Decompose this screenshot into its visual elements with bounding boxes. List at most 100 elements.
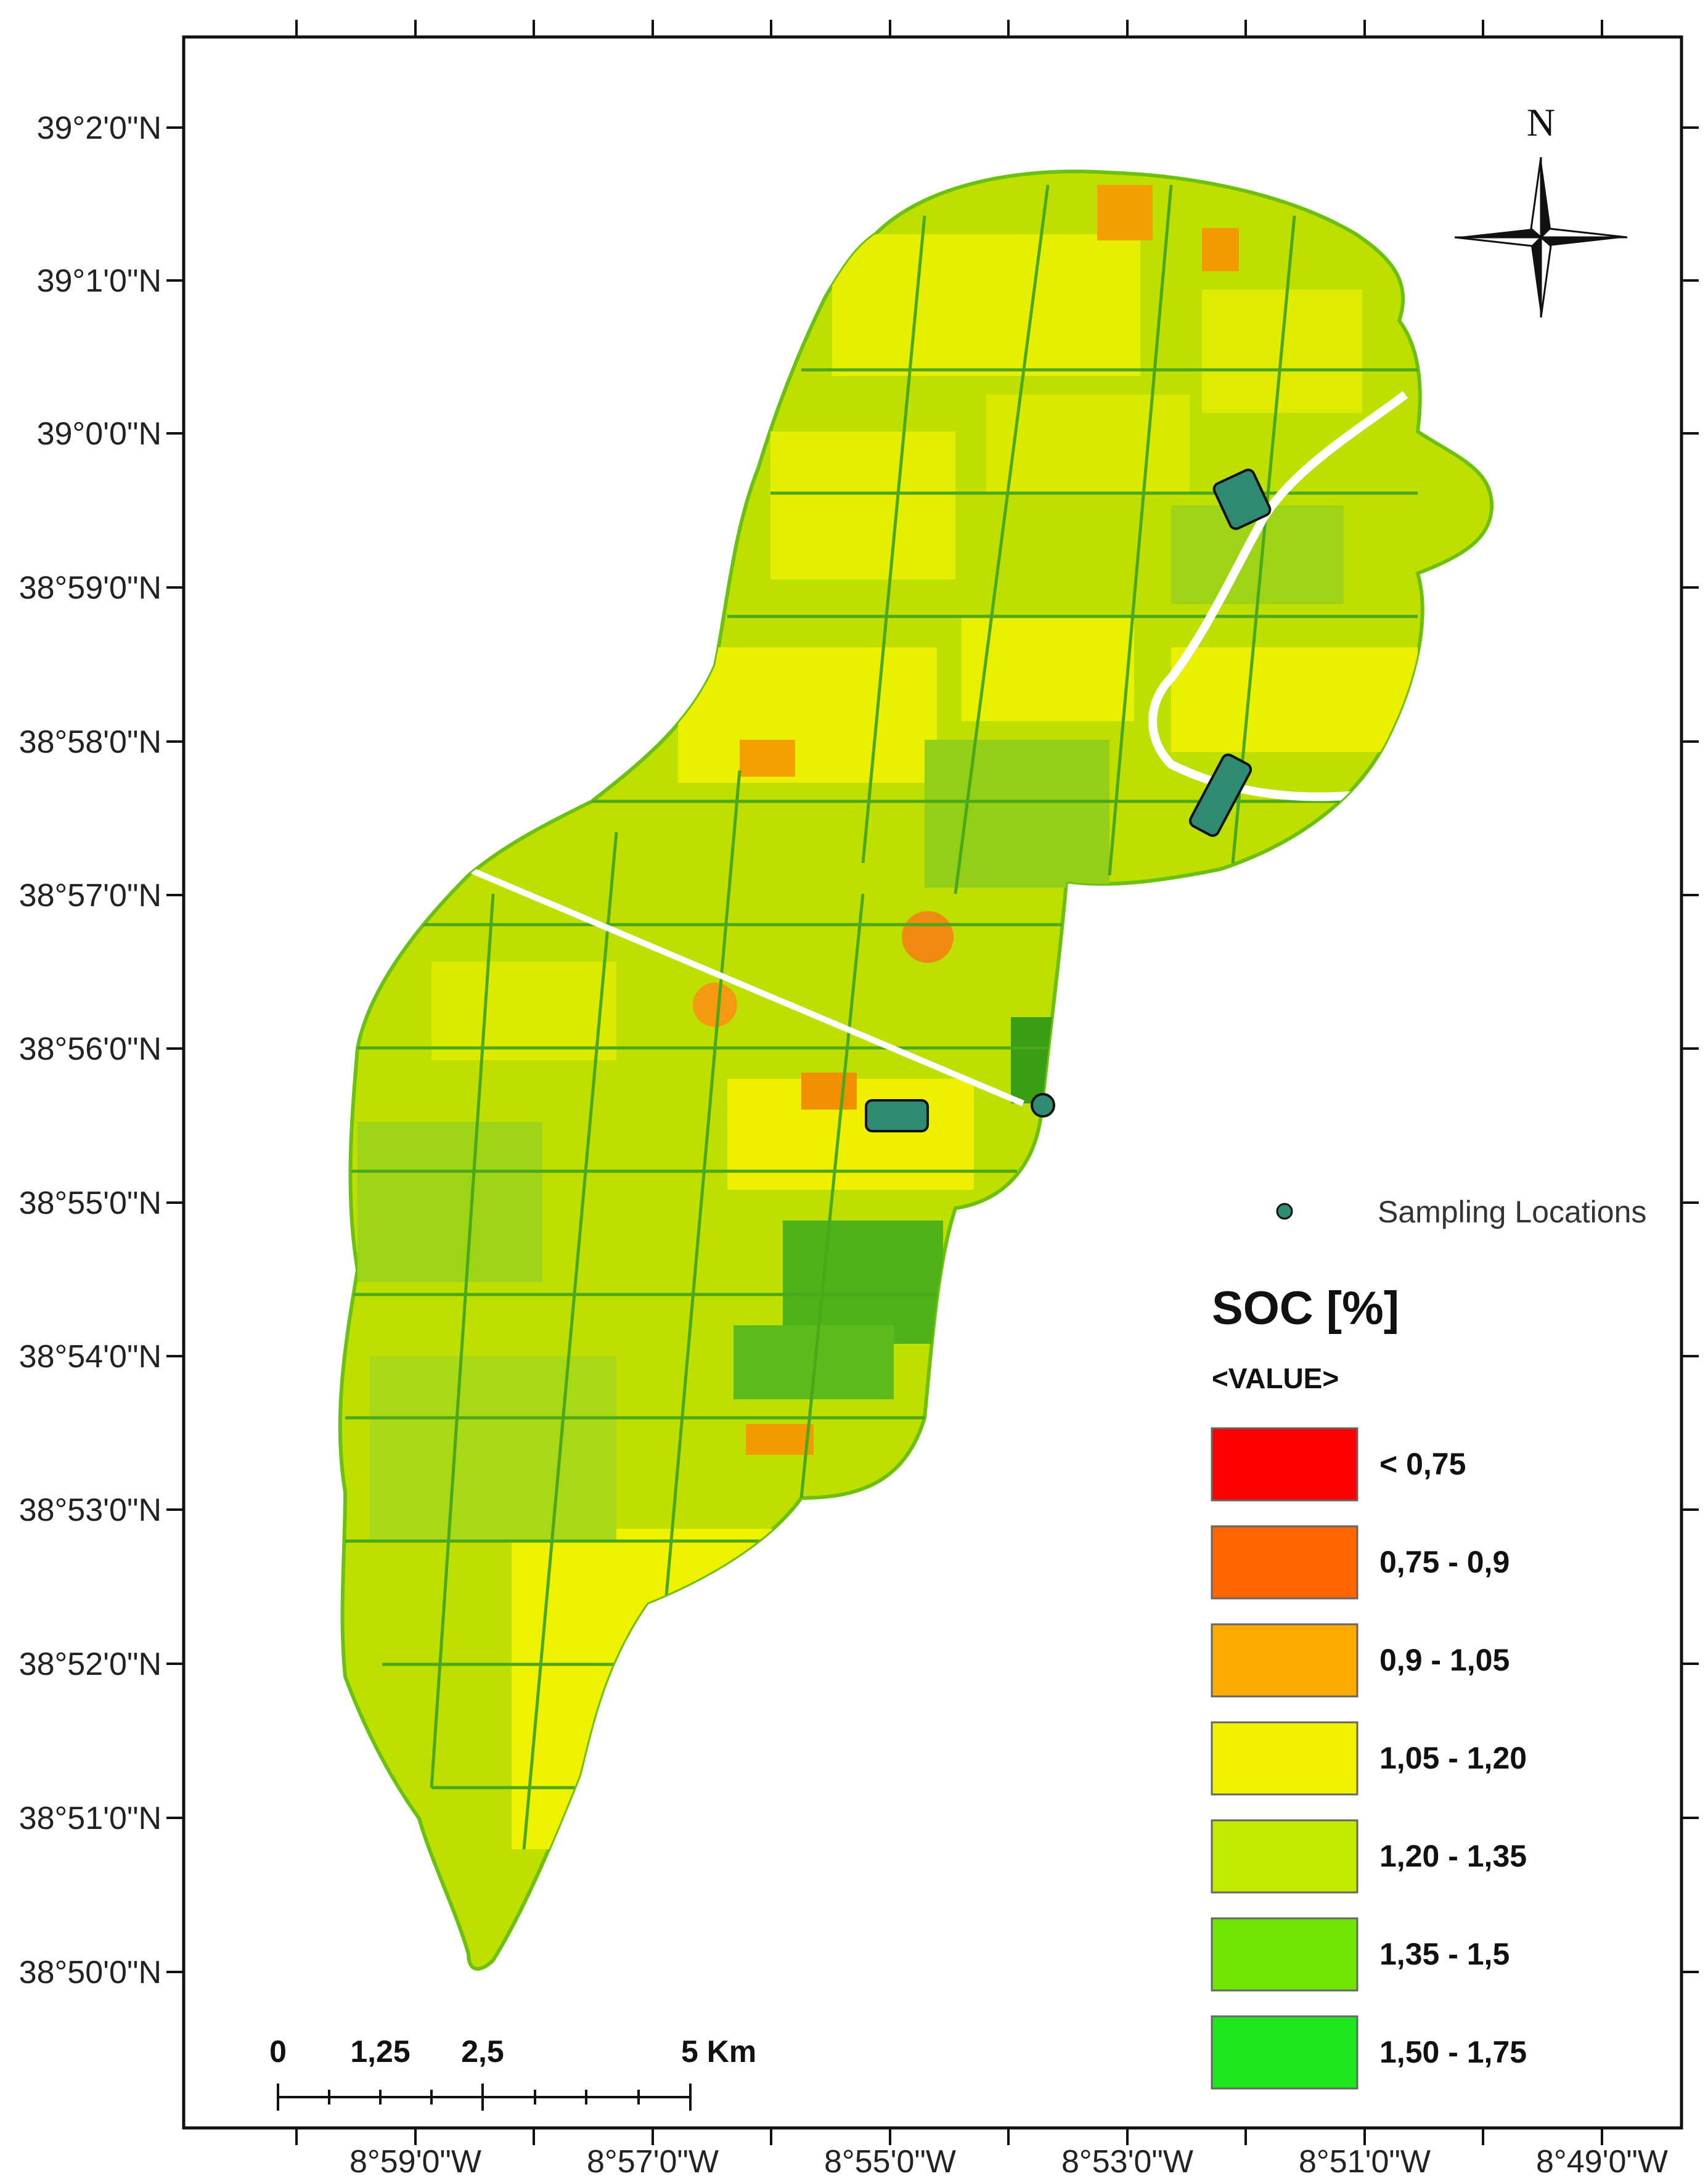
lon-tick: 8°59'0"W	[349, 20, 481, 2176]
lon-tick: 8°53'0"W	[1061, 20, 1193, 2176]
lat-tick: 38°59'0"N	[19, 570, 1699, 606]
sample-cluster	[1212, 468, 1272, 530]
field-patch	[962, 616, 1134, 721]
legend-swatch	[1211, 1623, 1359, 1698]
lat-label: 38°56'0"N	[19, 1031, 161, 1067]
lat-tick: 38°55'0"N	[19, 1185, 1699, 1221]
legend-sampling-label: Sampling Locations	[1378, 1195, 1646, 1229]
lon-tick: 8°55'0"W	[824, 20, 956, 2176]
legend-class: < 0,75	[1211, 1427, 1466, 1502]
legend-class: 1,20 - 1,35	[1211, 1819, 1527, 1894]
field-patch	[740, 740, 795, 777]
legend-subtitle: <VALUE>	[1212, 1362, 1339, 1394]
legend-swatch	[1211, 1721, 1359, 1796]
lat-label: 38°54'0"N	[19, 1339, 161, 1375]
longitude-axis: 8°59'0"W 8°57'0"W 8°55'0"W 8°53'0"W 8°51…	[295, 20, 1668, 2176]
lon-tick: 8°57'0"W	[587, 20, 719, 2176]
legend-class: 0,75 - 0,9	[1211, 1525, 1510, 1600]
legend-swatch	[1211, 2015, 1359, 2090]
lon-label: 8°59'0"W	[349, 2144, 481, 2176]
lat-tick: 38°51'0"N	[19, 1801, 1699, 1836]
legend-title: SOC [%]	[1212, 1282, 1399, 1335]
lat-label: 38°50'0"N	[19, 1955, 161, 1990]
lat-label: 38°59'0"N	[19, 570, 161, 606]
lon-label: 8°49'0"W	[1536, 2144, 1668, 2176]
sampling-marker-icon	[1276, 1203, 1293, 1220]
legend-class-label: 0,75 - 0,9	[1379, 1545, 1510, 1579]
lat-tick: 38°50'0"N	[19, 1955, 1699, 1990]
field-patch	[431, 962, 616, 1060]
lat-label: 39°2'0"N	[37, 110, 161, 146]
sample-cluster	[1188, 753, 1252, 837]
lon-tick: 8°51'0"W	[1299, 20, 1431, 2176]
legend-swatch	[1211, 1525, 1359, 1600]
legend-class-label: 1,20 - 1,35	[1379, 1839, 1527, 1873]
lat-label: 39°0'0"N	[37, 416, 161, 452]
legend-class-label: 1,35 - 1,5	[1379, 1937, 1510, 1971]
field-patch	[1171, 647, 1418, 752]
legend-class-label: 1,05 - 1,20	[1379, 1741, 1527, 1775]
lat-label: 38°58'0"N	[19, 724, 161, 760]
scale-label: 1,25	[350, 2034, 410, 2069]
north-label: N	[1527, 100, 1555, 144]
field-patch	[1097, 185, 1153, 240]
legend: Sampling Locations SOC [%] <VALUE> < 0,7…	[1211, 1195, 1646, 2090]
scale-bar: 0 1,25 2,5 5 Km	[269, 2034, 756, 2111]
lon-label: 8°55'0"W	[824, 2144, 956, 2176]
field-patch	[370, 1356, 616, 1541]
field-patch	[770, 432, 955, 579]
lat-tick: 38°52'0"N	[19, 1646, 1699, 1682]
sample-cluster	[865, 1099, 929, 1132]
legend-swatch	[1211, 1427, 1359, 1502]
field-patch	[986, 395, 1190, 493]
legend-class: 1,35 - 1,5	[1211, 1917, 1510, 1992]
legend-class: 1,50 - 1,75	[1211, 2015, 1527, 2090]
lon-label: 8°57'0"W	[587, 2144, 719, 2176]
lat-tick: 39°2'0"N	[37, 110, 1699, 146]
lat-label: 38°55'0"N	[19, 1185, 161, 1221]
field-patch	[925, 740, 1109, 888]
legend-swatch	[1211, 1819, 1359, 1894]
lat-label: 39°1'0"N	[37, 263, 161, 299]
field-patch	[902, 911, 954, 963]
lat-tick: 38°54'0"N	[19, 1339, 1699, 1375]
legend-sampling-item: Sampling Locations	[1276, 1195, 1646, 1229]
legend-class-label: 0,9 - 1,05	[1379, 1643, 1510, 1677]
lon-tick: 8°49'0"W	[1536, 20, 1668, 2176]
lat-tick: 39°0'0"N	[37, 416, 1699, 452]
north-arrow-icon: N	[1454, 100, 1628, 318]
legend-class: 0,9 - 1,05	[1211, 1623, 1510, 1698]
field-patch	[783, 1221, 943, 1344]
field-patch	[746, 1424, 814, 1455]
legend-swatch	[1211, 1917, 1359, 1992]
lat-label: 38°53'0"N	[19, 1492, 161, 1528]
legend-class-label: 1,50 - 1,75	[1379, 2035, 1527, 2069]
field-patch	[832, 234, 1140, 376]
lon-label: 8°53'0"W	[1061, 2144, 1193, 2176]
field-patch	[1202, 228, 1239, 271]
lat-label: 38°57'0"N	[19, 878, 161, 914]
field-patch	[358, 1122, 542, 1282]
scale-label: 5 Km	[681, 2034, 756, 2069]
lat-tick: 38°58'0"N	[19, 724, 1699, 760]
field-patch	[801, 1073, 857, 1110]
field-patch	[678, 647, 937, 783]
sample-point	[1031, 1093, 1055, 1118]
scale-label: 2,5	[461, 2034, 504, 2069]
study-area	[338, 170, 1494, 1971]
latitude-axis: 39°2'0"N 39°1'0"N 39°0'0"N 38°59'0"N 38°…	[19, 110, 1699, 1990]
legend-class-label: < 0,75	[1379, 1447, 1466, 1481]
road	[467, 866, 1024, 1106]
lon-label: 8°51'0"W	[1299, 2144, 1431, 2176]
legend-class: 1,05 - 1,20	[1211, 1721, 1527, 1796]
lat-label: 38°52'0"N	[19, 1646, 161, 1682]
lat-tick: 38°53'0"N	[19, 1492, 1699, 1528]
lat-tick: 39°1'0"N	[37, 263, 1699, 299]
lat-label: 38°51'0"N	[19, 1801, 161, 1836]
lat-tick: 38°56'0"N	[19, 1031, 1699, 1067]
sampling-points	[865, 468, 1272, 1132]
field-patch	[693, 983, 737, 1027]
lat-tick: 38°57'0"N	[19, 878, 1699, 914]
scale-label: 0	[269, 2034, 287, 2069]
